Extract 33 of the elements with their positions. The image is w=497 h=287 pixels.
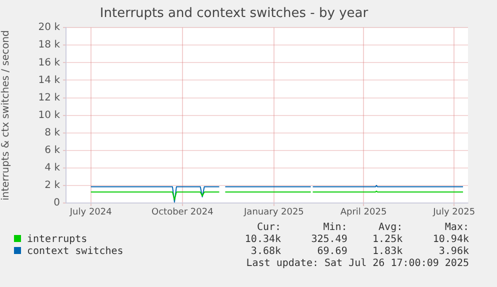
text: Last update: Sat Jul 26 17:00:09 2025 (245, 258, 469, 270)
x-tick-label: April 2025 (340, 208, 387, 218)
text: 69.69 (316, 246, 348, 258)
y-tick-label: 18 k (38, 40, 60, 51)
text: 1.83k (372, 246, 403, 258)
legend-label: context switches (26, 246, 124, 258)
text: 10.34k (244, 234, 282, 246)
x-tick-label: October 2024 (152, 208, 214, 218)
text: Avg: (378, 222, 403, 234)
text: 3.96k (438, 246, 469, 258)
y-tick-label: 2 k (44, 180, 60, 192)
text: 10.94k (432, 234, 469, 246)
y-tick-label: 14 k (38, 74, 60, 86)
y-tick-label: 16 k (38, 57, 60, 68)
x-tick-label: January 2025 (243, 208, 304, 218)
y-axis-title: interrupts & ctx switches / second (0, 30, 12, 201)
chart-title: Interrupts and context switches - by year (100, 6, 369, 22)
y-tick-label: 12 k (38, 92, 60, 104)
text: Min: (322, 222, 348, 234)
y-tick-label: 6 k (44, 144, 60, 156)
y-tick-label: 8 k (44, 127, 60, 138)
text: 325.49 (310, 234, 348, 246)
text: 3.68k (250, 246, 282, 258)
text: Cur: (256, 222, 282, 234)
y-tick-label: 20 k (38, 22, 60, 34)
y-tick-label: 0 (54, 198, 60, 209)
x-tick-label: July 2025 (432, 208, 476, 218)
y-tick-label: 4 k (44, 162, 60, 174)
text: 1.25k (372, 234, 403, 246)
text: Max: (444, 222, 469, 234)
legend-label: interrupts (26, 234, 88, 246)
x-tick-label: July 2024 (68, 208, 112, 218)
y-tick-label: 10 k (38, 110, 60, 121)
